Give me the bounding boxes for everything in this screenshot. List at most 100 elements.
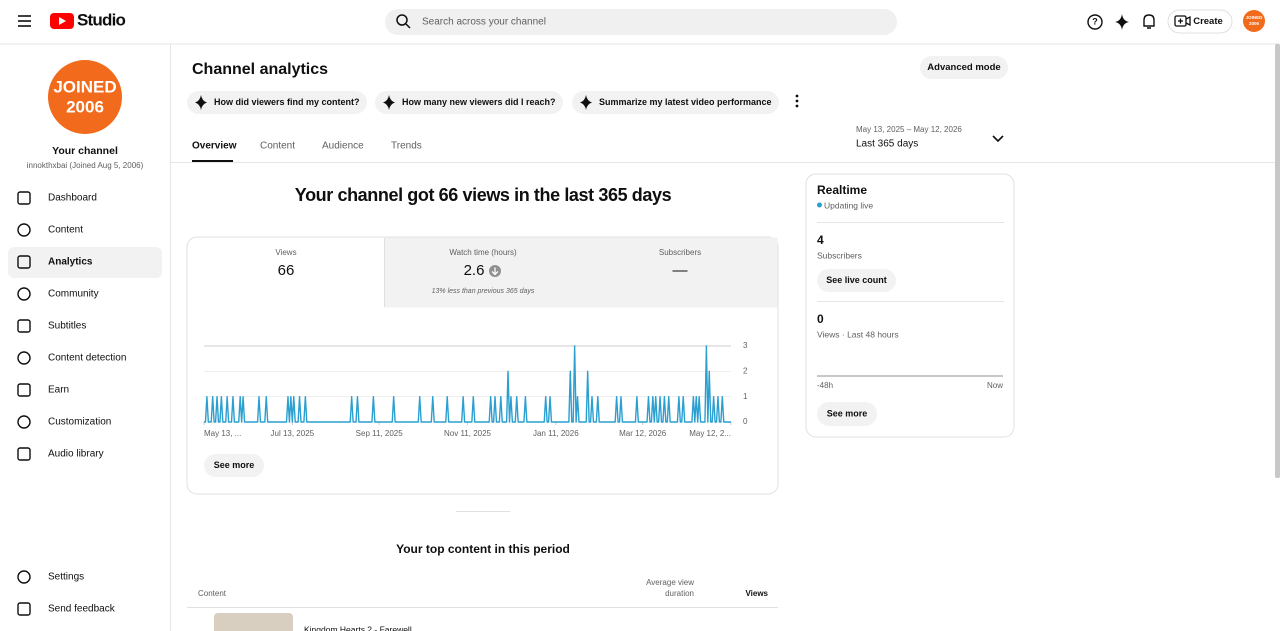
column-header: duration [665,589,694,598]
stat-label: Subscribers [659,248,701,257]
data-line [204,345,731,423]
nav-item[interactable]: Dashboard [48,193,97,204]
tab[interactable]: Overview [192,141,237,152]
nav-item[interactable]: Audio library [48,449,104,460]
sparkle-icon[interactable] [1115,14,1129,30]
ai-chip-label[interactable]: How many new viewers did I reach? [402,97,556,107]
nav-item[interactable]: Send feedback [48,604,116,615]
nav-item[interactable]: Customization [48,417,111,428]
sparkle-icon [580,95,592,110]
realtime-subscribers-label: Subscribers [817,250,862,260]
stat-label: Watch time (hours) [449,248,517,257]
search-placeholder[interactable]: Search across your channel [422,17,546,28]
nav-icon [17,255,31,269]
bell-icon[interactable] [1143,14,1155,29]
ai-chip[interactable] [572,91,779,114]
nav-icon [17,287,31,301]
nav-icon [17,415,31,429]
search-box[interactable] [385,9,897,35]
tab[interactable]: Audience [322,141,364,152]
column-header: Content [198,589,227,598]
stat-cell-bg [385,237,581,308]
realtime-axis-label: Now [987,381,1003,390]
video-title[interactable]: Kingdom Hearts 2 - Farewell [304,624,412,631]
ai-chip-label[interactable]: Summarize my latest video performance [599,97,772,107]
tab[interactable]: Content [260,141,295,152]
avatar-text: JOINED [53,77,116,96]
realtime-title: Realtime [817,183,867,197]
video-thumbnail[interactable] [214,613,293,631]
logo-text: Studio [77,10,125,29]
nav-selected-bg [8,247,162,278]
sparkle-icon [383,95,395,110]
help-icon[interactable]: ? [1087,14,1103,30]
column-header: Average view [646,578,694,587]
advanced-mode-button[interactable] [920,56,1008,79]
nav-icon [17,447,31,461]
nav-icon [17,602,31,616]
stat-note: 13% less than previous 365 days [432,288,535,295]
x-tick-label: Nov 11, 2025 [444,429,492,438]
see-more-label[interactable]: See more [214,460,255,470]
date-chevron[interactable] [992,135,1004,143]
realtime-subscribers: 4 [817,233,824,247]
avatar-text: 2006 [66,97,104,116]
kebab-icon[interactable] [795,94,799,108]
avatar-text: 2006 [1249,21,1260,26]
realtime-views: 0 [817,312,824,326]
date-range[interactable]: May 13, 2025 – May 12, 2026 [856,125,962,134]
channel-title: Your channel [52,145,118,157]
ai-chip[interactable] [375,91,563,114]
realtime-axis-label: -48h [817,381,833,390]
ai-chip-label[interactable]: How did viewers find my content? [214,97,360,107]
tab[interactable]: Trends [391,141,422,152]
channel-avatar[interactable] [48,60,122,134]
nav-item[interactable]: Content [48,225,83,236]
realtime-status: Updating live [824,200,873,210]
see-live-count-label[interactable]: See live count [826,275,887,285]
realtime-card [805,173,1015,438]
date-period[interactable]: Last 365 days [856,139,918,150]
see-more-label[interactable]: See more [827,408,868,418]
y-tick-label: 2 [743,366,748,375]
svg-text:?: ? [1092,16,1098,26]
x-tick-label: Jul 13, 2025 [271,429,315,438]
advanced-mode-label[interactable]: Advanced mode [927,62,1000,73]
stat-value: 2.6 [464,262,485,279]
nav-item[interactable]: Settings [48,572,84,583]
sparkle-icon [195,95,207,110]
create-label[interactable]: Create [1193,16,1223,27]
menu-icon[interactable] [18,15,31,27]
section-title: Your top content in this period [396,542,570,556]
nav-icon [17,383,31,397]
x-tick-label: Sep 11, 2025 [356,429,404,438]
nav-icon [17,319,31,333]
ai-chip[interactable] [187,91,367,114]
avatar-text: JOINED [1246,15,1264,20]
stat-value: 66 [278,262,295,279]
channel-subtitle: innokthxbai (Joined Aug 5, 2006) [27,161,144,170]
stat-value: — [673,262,688,279]
nav-item[interactable]: Content detection [48,353,126,364]
nav-item[interactable]: Earn [48,385,69,396]
see-more-button[interactable] [204,454,264,477]
account-avatar[interactable] [1243,10,1265,32]
decrease-arrow [491,267,499,276]
logo[interactable]: Studio [50,10,126,29]
nav-icon [17,191,31,205]
create-icon [1174,15,1191,27]
nav-item[interactable]: Subtitles [48,321,86,332]
x-tick-label: May 13, ... [204,429,241,438]
nav-icon [17,570,31,584]
headline: Your channel got 66 views in the last 36… [295,185,672,205]
live-dot [817,202,822,208]
search-icon [396,14,411,29]
x-tick-label: May 12, 2... [689,429,731,438]
see-live-count-button[interactable] [817,269,896,292]
y-tick-label: 0 [743,417,748,426]
nav-item[interactable]: Community [48,289,99,300]
nav-item[interactable]: Analytics [48,257,93,268]
y-tick-label: 3 [743,341,748,350]
see-more-button[interactable] [817,402,877,426]
